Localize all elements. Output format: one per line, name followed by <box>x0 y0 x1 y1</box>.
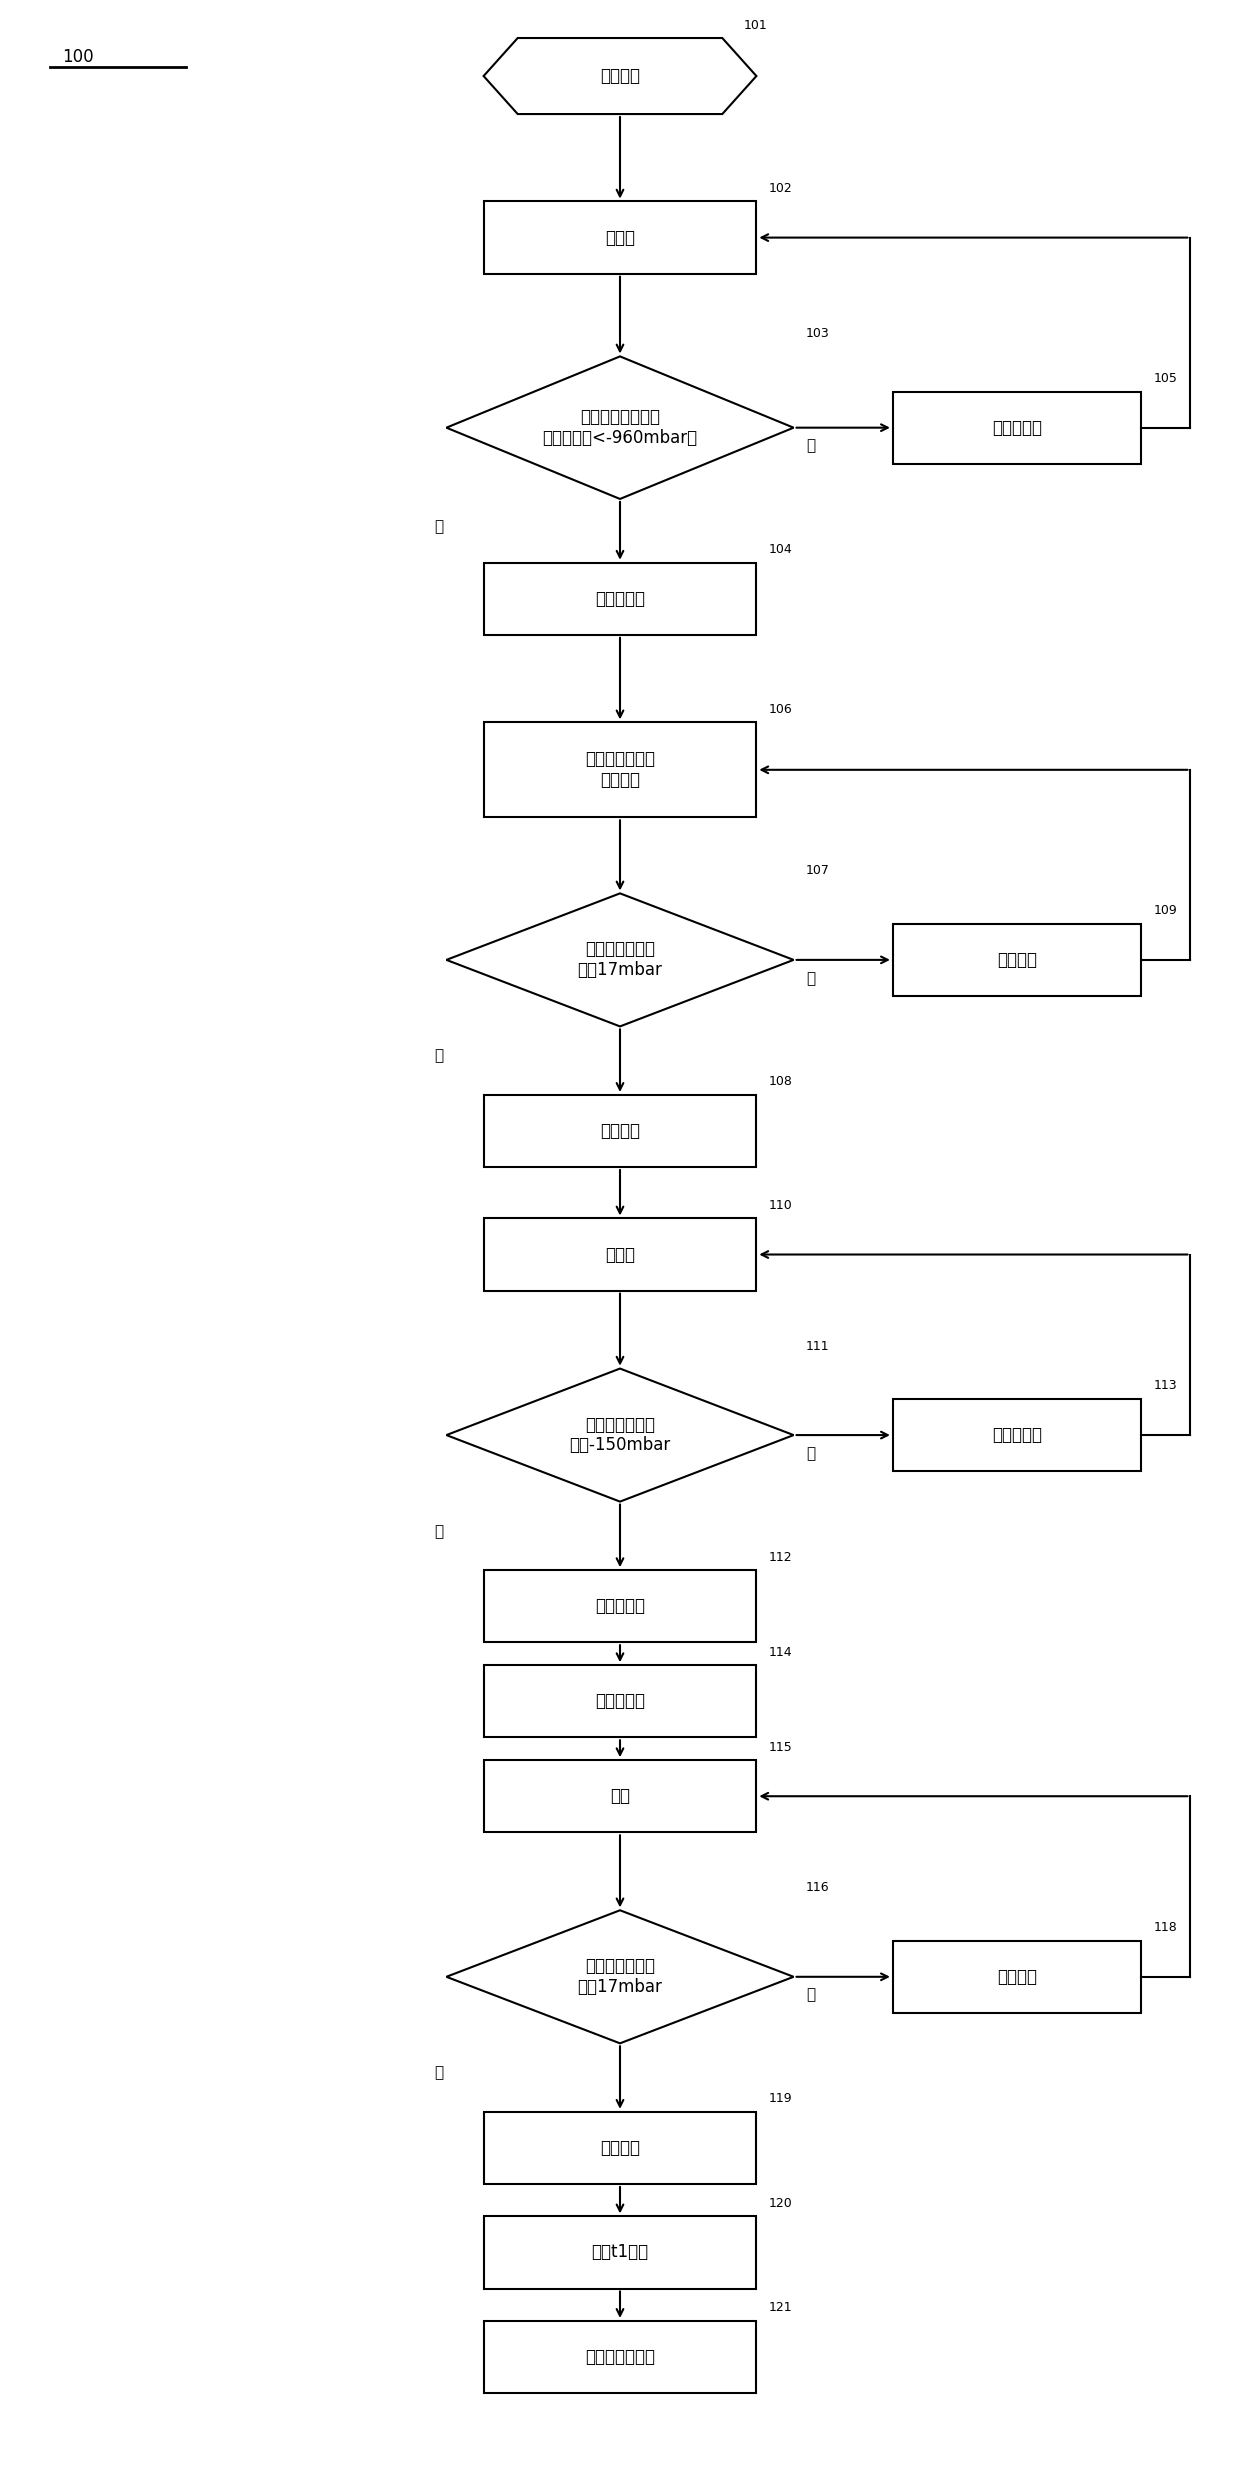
FancyBboxPatch shape <box>893 1399 1141 1470</box>
FancyBboxPatch shape <box>484 1095 756 1166</box>
Text: 107: 107 <box>806 865 830 877</box>
FancyBboxPatch shape <box>484 563 756 635</box>
Text: 否: 否 <box>806 1446 815 1460</box>
Text: 109: 109 <box>1153 904 1177 917</box>
Text: 进气（往腔体内
充氩气）: 进气（往腔体内 充氩气） <box>585 751 655 788</box>
Text: 110: 110 <box>769 1198 792 1211</box>
FancyBboxPatch shape <box>484 1665 756 1737</box>
FancyBboxPatch shape <box>893 390 1141 465</box>
Text: 停止抽真空: 停止抽真空 <box>595 591 645 608</box>
Text: 打开鼓风机: 打开鼓风机 <box>595 1693 645 1710</box>
Polygon shape <box>446 1369 794 1502</box>
Text: 108: 108 <box>769 1075 792 1087</box>
Polygon shape <box>446 1910 794 2044</box>
Text: 100: 100 <box>62 47 94 67</box>
Text: 114: 114 <box>769 1646 792 1658</box>
Text: 继续抽真空: 继续抽真空 <box>992 418 1042 437</box>
Text: 启动进排气循环: 启动进排气循环 <box>585 2347 655 2365</box>
Text: 继续进气: 继续进气 <box>997 1967 1037 1987</box>
Text: 继续进气: 继续进气 <box>997 951 1037 969</box>
Text: 停止进气: 停止进气 <box>600 2140 640 2157</box>
Text: 121: 121 <box>769 2301 792 2315</box>
Polygon shape <box>484 37 756 114</box>
FancyBboxPatch shape <box>893 924 1141 996</box>
FancyBboxPatch shape <box>893 1940 1141 2014</box>
Text: 101: 101 <box>744 17 768 32</box>
Text: 腔体内压力是否
小于-150mbar: 腔体内压力是否 小于-150mbar <box>569 1416 671 1455</box>
Text: 停止进气: 停止进气 <box>600 1122 640 1139</box>
Polygon shape <box>446 356 794 499</box>
Text: 停止抽真空: 停止抽真空 <box>595 1596 645 1616</box>
Text: 是: 是 <box>434 1525 443 1539</box>
Text: 115: 115 <box>769 1740 792 1754</box>
Text: 120: 120 <box>769 2197 792 2209</box>
Text: 腔体内压力是否
大于17mbar: 腔体内压力是否 大于17mbar <box>578 941 662 979</box>
Text: 否: 否 <box>806 437 815 455</box>
Text: 119: 119 <box>769 2093 792 2105</box>
Text: 进气: 进气 <box>610 1787 630 1806</box>
FancyBboxPatch shape <box>484 722 756 818</box>
Text: 是: 是 <box>434 2066 443 2081</box>
Text: 113: 113 <box>1153 1379 1177 1394</box>
Text: 否: 否 <box>806 1987 815 2002</box>
Text: 118: 118 <box>1153 1920 1177 1935</box>
Text: 106: 106 <box>769 702 792 717</box>
FancyBboxPatch shape <box>484 2113 756 2184</box>
Text: 是: 是 <box>434 1048 443 1063</box>
Text: 102: 102 <box>769 183 792 195</box>
FancyBboxPatch shape <box>484 1569 756 1643</box>
Text: 112: 112 <box>769 1549 792 1564</box>
FancyBboxPatch shape <box>484 1218 756 1290</box>
Text: 103: 103 <box>806 326 830 341</box>
Text: 等待t1时间: 等待t1时间 <box>591 2244 649 2261</box>
Text: 116: 116 <box>806 1880 830 1895</box>
Text: 抽真空: 抽真空 <box>605 1245 635 1263</box>
Text: 105: 105 <box>1153 373 1177 385</box>
Polygon shape <box>446 895 794 1025</box>
FancyBboxPatch shape <box>484 1759 756 1833</box>
FancyBboxPatch shape <box>484 2320 756 2392</box>
Text: 腔体内压力是否
大于17mbar: 腔体内压力是否 大于17mbar <box>578 1957 662 1997</box>
Text: 循环启动: 循环启动 <box>600 67 640 84</box>
Text: 继续抽真空: 继续抽真空 <box>992 1426 1042 1443</box>
Text: 抽真空: 抽真空 <box>605 230 635 247</box>
Text: 104: 104 <box>769 544 792 556</box>
FancyBboxPatch shape <box>484 203 756 274</box>
FancyBboxPatch shape <box>484 2216 756 2288</box>
Text: 111: 111 <box>806 1339 830 1352</box>
Text: 压力是否小于泵的
极限值？（<-960mbar）: 压力是否小于泵的 极限值？（<-960mbar） <box>542 408 698 447</box>
Text: 否: 否 <box>806 971 815 986</box>
Text: 是: 是 <box>434 519 443 534</box>
